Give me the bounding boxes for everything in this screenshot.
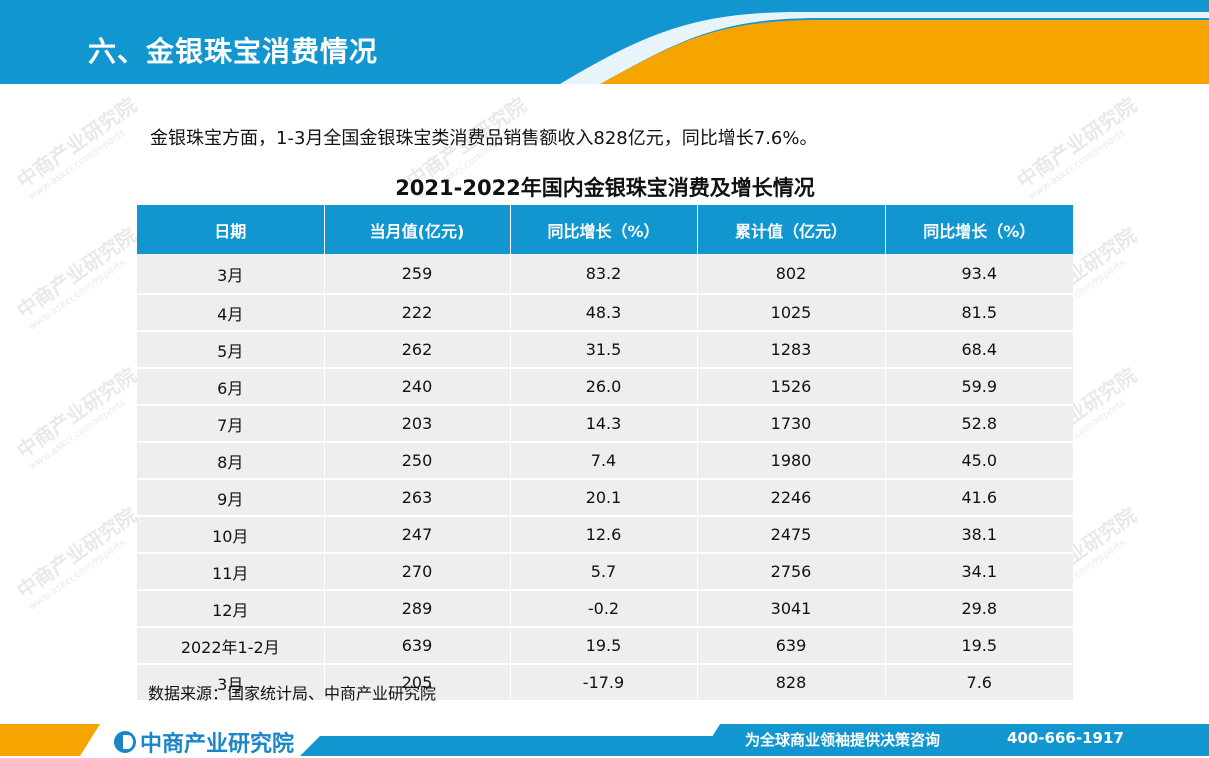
cell-monthly-value: 203: [324, 405, 511, 443]
watermark: 中商产业研究院 www.askci.com/reports: [12, 362, 141, 473]
cell-monthly-value: 259: [324, 254, 511, 295]
header-background: [0, 0, 1209, 84]
cell-monthly-value: 262: [324, 331, 511, 369]
cell-monthly-growth: 19.5: [510, 627, 698, 665]
cell-monthly-growth: 26.0: [510, 368, 698, 406]
cell-monthly-value: 270: [324, 553, 511, 591]
cell-monthly-growth: 48.3: [510, 294, 698, 332]
intro-text: 金银珠宝方面，1-3月全国金银珠宝类消费品销售额收入828亿元，同比增长7.6%…: [150, 128, 818, 149]
table-row: 3月 259 83.2 802 93.4: [137, 254, 1073, 295]
cell-cumulative-value: 1730: [697, 405, 886, 443]
cell-cumulative-value: 1980: [697, 442, 886, 480]
cell-cumulative-value: 639: [697, 627, 886, 665]
table-header-row: 日期 当月值(亿元) 同比增长（%） 累计值（亿元） 同比增长（%）: [137, 205, 1073, 254]
cell-monthly-growth: 83.2: [510, 254, 698, 295]
cell-monthly-value: 263: [324, 479, 511, 517]
cell-monthly-value: 205: [324, 664, 511, 702]
cell-date: 11月: [137, 553, 325, 591]
cell-date: 3月: [137, 254, 325, 295]
logo-icon: [114, 731, 136, 753]
cell-cumulative-growth: 29.8: [885, 590, 1073, 628]
data-source-note: 数据来源：国家统计局、中商产业研究院: [148, 684, 437, 703]
cell-date: 6月: [137, 368, 325, 406]
cell-date: 5月: [137, 331, 325, 369]
cell-monthly-value: 639: [324, 627, 511, 665]
table-row: 8月 250 7.4 1980 45.0: [137, 442, 1073, 480]
cell-date: 8月: [137, 442, 325, 480]
cell-monthly-value: 222: [324, 294, 511, 332]
company-logo: 中商产业研究院: [114, 726, 294, 758]
table-row: 11月 270 5.7 2756 34.1: [137, 553, 1073, 591]
cell-cumulative-growth: 59.9: [885, 368, 1073, 406]
cell-monthly-growth: 20.1: [510, 479, 698, 517]
column-header-monthly-growth: 同比增长（%）: [510, 205, 698, 254]
cell-cumulative-value: 3041: [697, 590, 886, 628]
column-header-date: 日期: [137, 205, 325, 254]
cell-cumulative-growth: 7.6: [885, 664, 1073, 702]
header-banner: 六、金银珠宝消费情况: [0, 0, 1209, 84]
table-row: 10月 247 12.6 2475 38.1: [137, 516, 1073, 554]
column-header-monthly-value: 当月值(亿元): [324, 205, 511, 254]
cell-cumulative-value: 1025: [697, 294, 886, 332]
table-row: 3月 205 -17.9 828 7.6: [137, 664, 1073, 702]
cell-cumulative-growth: 34.1: [885, 553, 1073, 591]
cell-monthly-growth: -17.9: [510, 664, 698, 702]
logo-text: 中商产业研究院: [140, 732, 295, 757]
cell-monthly-value: 250: [324, 442, 511, 480]
cell-cumulative-growth: 19.5: [885, 627, 1073, 665]
column-header-cumulative-growth: 同比增长（%）: [885, 205, 1073, 254]
cell-cumulative-growth: 81.5: [885, 294, 1073, 332]
cell-date: 9月: [137, 479, 325, 517]
cell-cumulative-value: 802: [697, 254, 886, 295]
cell-cumulative-value: 1283: [697, 331, 886, 369]
cell-monthly-value: 247: [324, 516, 511, 554]
footer-slogan: 为全球商业领袖提供决策咨询: [745, 731, 941, 749]
cell-cumulative-value: 2246: [697, 479, 886, 517]
cell-monthly-growth: 12.6: [510, 516, 698, 554]
watermark: 中商产业研究院 www.askci.com/reports: [12, 92, 141, 203]
column-header-cumulative-value: 累计值（亿元）: [697, 205, 886, 254]
cell-cumulative-growth: 45.0: [885, 442, 1073, 480]
table-row: 9月 263 20.1 2246 41.6: [137, 479, 1073, 517]
cell-date: 10月: [137, 516, 325, 554]
table-title: 2021-2022年国内金银珠宝消费及增长情况: [395, 176, 815, 200]
cell-monthly-growth: 5.7: [510, 553, 698, 591]
cell-cumulative-value: 1526: [697, 368, 886, 406]
cell-cumulative-value: 828: [697, 664, 886, 702]
footer-background: [0, 724, 1209, 756]
table-row: 2022年1-2月 639 19.5 639 19.5: [137, 627, 1073, 665]
cell-date: 3月: [137, 664, 325, 702]
cell-cumulative-growth: 38.1: [885, 516, 1073, 554]
cell-cumulative-value: 2756: [697, 553, 886, 591]
cell-cumulative-growth: 93.4: [885, 254, 1073, 295]
cell-monthly-growth: -0.2: [510, 590, 698, 628]
cell-cumulative-value: 2475: [697, 516, 886, 554]
watermark: 中商产业研究院 www.askci.com/reports: [12, 222, 141, 333]
page-title: 六、金银珠宝消费情况: [88, 35, 379, 68]
data-table: 日期 当月值(亿元) 同比增长（%） 累计值（亿元） 同比增长（%） 3月 25…: [137, 205, 1073, 702]
cell-date: 7月: [137, 405, 325, 443]
cell-monthly-value: 289: [324, 590, 511, 628]
table-row: 5月 262 31.5 1283 68.4: [137, 331, 1073, 369]
cell-monthly-growth: 7.4: [510, 442, 698, 480]
cell-date: 4月: [137, 294, 325, 332]
table-row: 6月 240 26.0 1526 59.9: [137, 368, 1073, 406]
cell-cumulative-growth: 52.8: [885, 405, 1073, 443]
footer-phone: 400-666-1917: [1007, 729, 1124, 747]
cell-date: 12月: [137, 590, 325, 628]
watermark: 中商产业研究院 www.askci.com/reports: [12, 502, 141, 613]
table-row: 12月 289 -0.2 3041 29.8: [137, 590, 1073, 628]
cell-cumulative-growth: 68.4: [885, 331, 1073, 369]
cell-cumulative-growth: 41.6: [885, 479, 1073, 517]
footer-bar: 中商产业研究院 为全球商业领袖提供决策咨询 400-666-1917: [0, 718, 1209, 758]
cell-monthly-value: 240: [324, 368, 511, 406]
table-row: 7月 203 14.3 1730 52.8: [137, 405, 1073, 443]
table-row: 4月 222 48.3 1025 81.5: [137, 294, 1073, 332]
cell-monthly-growth: 14.3: [510, 405, 698, 443]
cell-monthly-growth: 31.5: [510, 331, 698, 369]
cell-date: 2022年1-2月: [137, 627, 325, 665]
